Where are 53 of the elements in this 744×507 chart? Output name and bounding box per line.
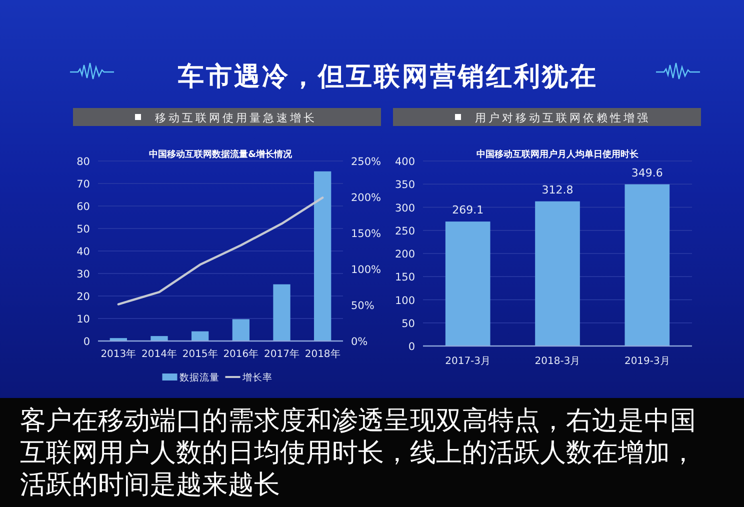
y2-tick-label: 100%: [351, 264, 382, 276]
y-tick-label: 80: [76, 156, 90, 168]
x-tick-label: 2013年: [100, 348, 136, 360]
legend-label: 增长率: [241, 372, 272, 384]
x-tick-label: 2017年: [264, 348, 300, 360]
y2-tick-label: 150%: [351, 228, 382, 240]
y-tick-label: 20: [76, 291, 90, 303]
x-tick-label: 2018-3月: [534, 356, 580, 367]
y2-tick-label: 0%: [351, 336, 368, 348]
y-tick-label: 0: [83, 336, 90, 348]
y-tick-label: 30: [76, 268, 90, 280]
y-tick-label: 150: [394, 272, 415, 284]
y-tick-label: 60: [76, 201, 90, 213]
chart-title: 中国移动互联网数据流量&增长情况: [149, 149, 293, 160]
y2-tick-label: 250%: [351, 156, 382, 168]
x-tick-label: 2019-3月: [624, 356, 670, 367]
chart-subtitle: 移动互联网使用量急速增长: [155, 112, 317, 124]
x-tick-label: 2018年: [304, 348, 340, 360]
bar: [314, 171, 332, 341]
x-tick-label: 2016年: [223, 348, 259, 360]
bar: [445, 222, 490, 346]
text: 车市遇冷，但互联网营销红利犹在: [177, 62, 598, 92]
y-tick-label: 70: [76, 178, 90, 190]
data-label: 312.8: [542, 183, 574, 196]
bar: [232, 319, 250, 341]
line-series: [117, 196, 324, 306]
bar: [273, 284, 290, 341]
y-tick-label: 350: [394, 179, 415, 192]
y-tick-label: 50: [76, 224, 90, 236]
bar: [624, 184, 670, 346]
x-tick-label: 2014年: [142, 348, 177, 360]
y-tick-label: 400: [394, 156, 415, 168]
legend-label: 数据流量: [179, 372, 220, 384]
y-tick-label: 200: [394, 248, 415, 260]
chart-title: 中国移动互联网用户月人均单日使用时长: [476, 149, 640, 160]
y-tick-label: 300: [394, 202, 415, 214]
bar: [150, 336, 168, 341]
bar: [535, 201, 580, 346]
y-tick-label: 100: [394, 294, 415, 307]
y-tick-label: 40: [76, 246, 90, 258]
chart-subtitle: 用户对移动互联网依赖性增强: [475, 112, 650, 124]
y-tick-label: 250: [394, 225, 415, 238]
x-tick-label: 2017-3月: [445, 356, 491, 367]
data-label: 269.1: [452, 204, 484, 217]
bar: [192, 331, 209, 341]
y-tick-label: 10: [76, 314, 90, 326]
y2-tick-label: 50%: [351, 300, 374, 312]
text: 客户在移动端口的需求度和渗透呈现双高特点，右边是中国互联网用户人数的日均使用时长，线上的活跃人数在增加，活跃的时间是越来越长: [20, 406, 696, 500]
y-tick-label: 0: [408, 341, 415, 353]
x-tick-label: 2015年: [182, 348, 218, 360]
y-tick-label: 50: [402, 318, 415, 330]
data-label: 349.6: [631, 166, 663, 180]
y2-tick-label: 200%: [351, 192, 382, 204]
